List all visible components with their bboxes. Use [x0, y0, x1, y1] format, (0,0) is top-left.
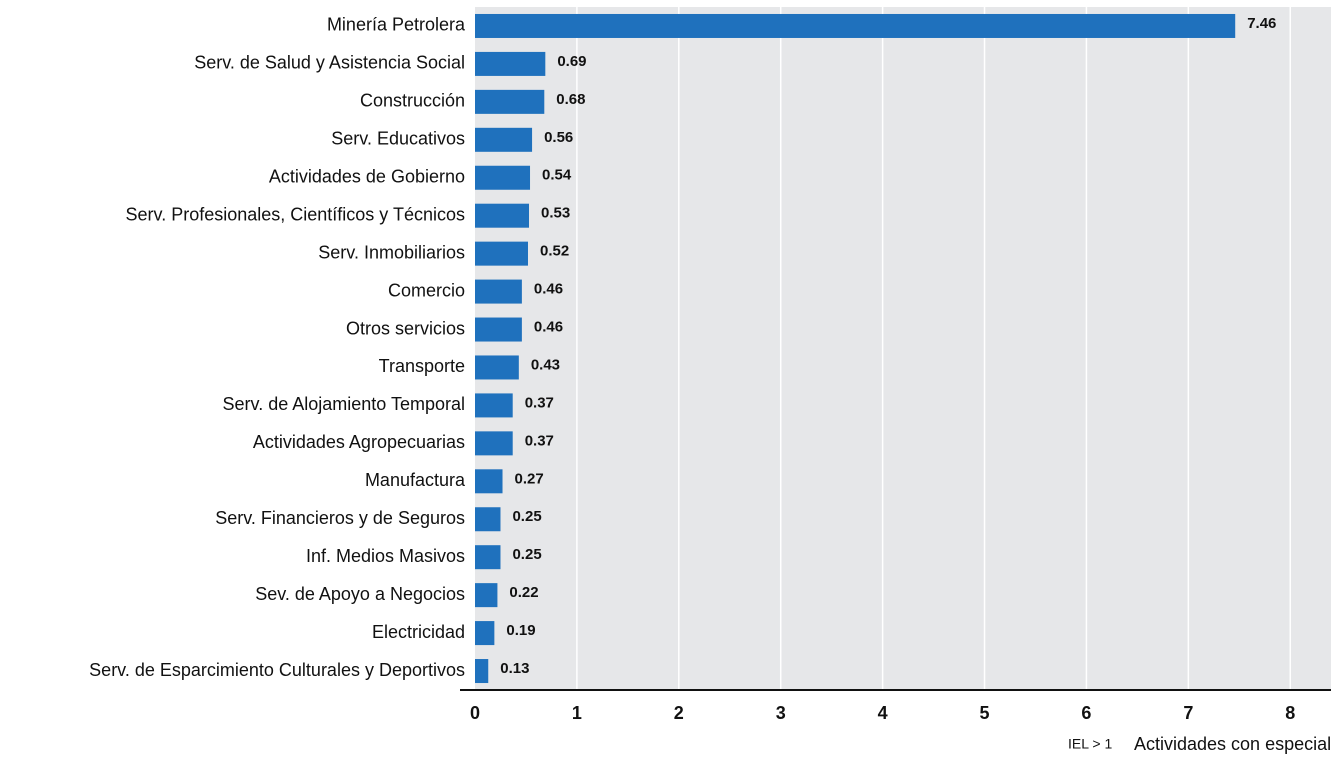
- y-tick-label: Serv. de Salud y Asistencia Social: [194, 53, 465, 73]
- y-tick-label: Minería Petrolera: [327, 15, 466, 35]
- bar: [475, 317, 522, 342]
- value-label: 0.69: [557, 53, 586, 70]
- y-tick-label: Serv. Educativos: [331, 129, 465, 149]
- x-tick-label: 0: [470, 703, 480, 723]
- value-label: 0.27: [515, 470, 544, 487]
- bar: [475, 355, 519, 380]
- value-label: 0.46: [534, 318, 563, 335]
- value-label: 0.25: [512, 508, 541, 525]
- bar: [475, 13, 1236, 38]
- y-tick-label: Serv. de Esparcimiento Culturales y Depo…: [89, 660, 465, 680]
- bar: [475, 241, 528, 266]
- bar: [475, 203, 530, 228]
- y-tick-label: Inf. Medios Masivos: [306, 546, 465, 566]
- y-tick-label: Actividades de Gobierno: [269, 167, 465, 187]
- value-label: 0.19: [506, 622, 535, 639]
- y-tick-label: Comercio: [388, 280, 465, 300]
- bar: [475, 393, 513, 418]
- y-tick-label: Actividades Agropecuarias: [253, 432, 465, 452]
- bar: [475, 469, 503, 494]
- bar: [475, 659, 489, 684]
- y-tick-label: Serv. de Alojamiento Temporal: [223, 394, 465, 414]
- bar: [475, 583, 498, 608]
- value-label: 0.37: [525, 394, 554, 411]
- plot-background: [475, 7, 1331, 690]
- y-tick-label: Construcción: [360, 91, 465, 111]
- annotation-key: IEL > 1: [1068, 736, 1112, 752]
- y-tick-label: Transporte: [379, 356, 465, 376]
- y-tick-label: Serv. Inmobiliarios: [318, 242, 465, 262]
- value-label: 0.46: [534, 281, 563, 298]
- y-tick-label: Serv. Financieros y de Seguros: [215, 508, 465, 528]
- value-label: 7.46: [1247, 15, 1276, 32]
- x-tick-label: 4: [878, 703, 888, 723]
- y-tick-label: Electricidad: [372, 622, 465, 642]
- x-tick-label: 5: [980, 703, 990, 723]
- bar: [475, 431, 513, 456]
- x-tick-label: 8: [1285, 703, 1295, 723]
- value-label: 0.25: [512, 546, 541, 563]
- x-tick-label: 7: [1183, 703, 1193, 723]
- value-label: 0.13: [500, 660, 529, 677]
- value-label: 0.52: [540, 243, 569, 260]
- value-label: 0.22: [509, 584, 538, 601]
- value-label: 0.54: [542, 167, 572, 184]
- value-label: 0.43: [531, 356, 560, 373]
- y-tick-label: Serv. Profesionales, Científicos y Técni…: [126, 204, 465, 224]
- value-label: 0.37: [525, 432, 554, 449]
- bar: [475, 165, 531, 190]
- bar: [475, 621, 495, 646]
- value-label: 0.56: [544, 129, 573, 146]
- bar: [475, 127, 533, 152]
- bar: [475, 507, 501, 532]
- annotation-text: Actividades con especialización: [1134, 734, 1331, 754]
- bar: [475, 89, 545, 114]
- x-tick-label: 2: [674, 703, 684, 723]
- y-tick-label: Otros servicios: [346, 318, 465, 338]
- value-label: 0.68: [556, 91, 585, 108]
- y-tick-label: Manufactura: [365, 470, 466, 490]
- bar: [475, 51, 546, 76]
- bar: [475, 279, 522, 304]
- x-tick-label: 3: [776, 703, 786, 723]
- value-label: 0.53: [541, 205, 570, 222]
- x-tick-label: 1: [572, 703, 582, 723]
- x-tick-label: 6: [1081, 703, 1091, 723]
- bar: [475, 545, 501, 570]
- y-tick-label: Sev. de Apoyo a Negocios: [255, 584, 465, 604]
